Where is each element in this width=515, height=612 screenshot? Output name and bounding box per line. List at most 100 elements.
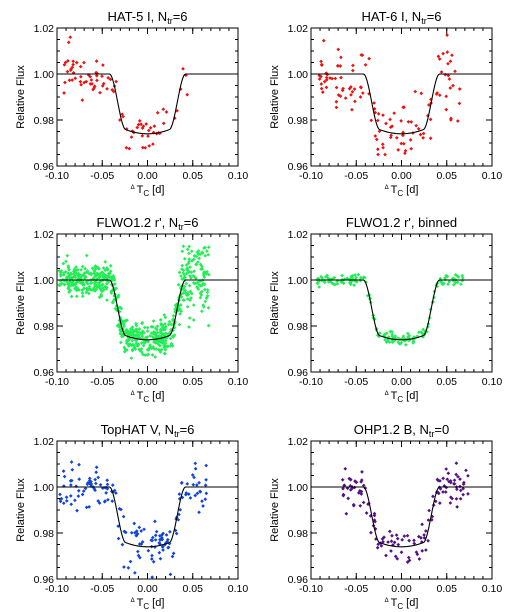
data-point (360, 470, 364, 474)
data-point (181, 271, 186, 275)
data-point (185, 271, 189, 276)
data-point (150, 575, 155, 579)
data-point (132, 345, 137, 350)
y-tick-label: 0.98 (34, 528, 55, 540)
data-point (64, 259, 68, 264)
data-point (182, 289, 187, 293)
y-tick-label: 0.96 (288, 161, 309, 173)
data-point (352, 283, 356, 287)
data-point (135, 330, 139, 335)
data-point (457, 87, 462, 91)
data-point (182, 298, 186, 303)
data-point (353, 273, 357, 277)
data-point (75, 508, 79, 513)
data-point (103, 268, 107, 273)
data-point (98, 482, 103, 487)
data-point (348, 477, 353, 482)
data-point (196, 260, 200, 264)
y-axis-label: Relative Flux (269, 271, 281, 335)
data-point (200, 499, 204, 504)
data-point (62, 91, 66, 95)
data-point (151, 331, 156, 336)
data-point (189, 296, 193, 300)
data-point (62, 282, 67, 287)
data-point (424, 548, 428, 552)
data-point (155, 330, 160, 335)
data-point (153, 533, 158, 538)
data-point (88, 82, 93, 86)
data-point (342, 483, 347, 488)
data-point (134, 327, 139, 332)
x-tick-label: -0.05 (344, 170, 368, 182)
data-point (422, 533, 426, 537)
data-point (68, 494, 73, 498)
data-point (341, 486, 345, 491)
data-point (359, 478, 364, 482)
data-point (110, 483, 115, 487)
data-point (62, 474, 67, 479)
data-point (135, 125, 140, 130)
data-point (394, 136, 399, 140)
data-point (150, 557, 154, 561)
x-tick-label: 0.00 (391, 583, 412, 595)
x-tick-label: 0.10 (482, 170, 503, 182)
data-point (420, 522, 424, 527)
data-point (173, 303, 178, 308)
data-point (127, 344, 131, 348)
data-point (150, 353, 155, 357)
panel-1: -0.10 -0.05 0.00 0.05 0.10 0.96 0.98 1.00 1.02 HA… (15, 9, 248, 198)
data-points (340, 461, 470, 564)
data-point (177, 322, 182, 327)
x-tick-label: 0.05 (437, 583, 458, 595)
y-axis-label: Relative Flux (15, 65, 27, 129)
data-point (133, 570, 137, 575)
data-point (454, 461, 459, 466)
data-point (87, 476, 92, 481)
data-point (184, 281, 189, 286)
data-point (416, 126, 421, 131)
data-point (148, 125, 153, 130)
data-point (82, 60, 86, 65)
data-point (405, 533, 410, 538)
data-point (70, 467, 75, 472)
data-point (421, 131, 426, 136)
data-point (94, 73, 99, 78)
data-point (444, 467, 449, 471)
data-point (75, 272, 79, 276)
data-point (130, 348, 135, 353)
x-tick-label: 0.00 (137, 170, 158, 182)
data-point (349, 92, 353, 97)
data-point (358, 85, 363, 89)
data-point (455, 280, 460, 285)
data-point (396, 542, 401, 547)
data-point (374, 137, 379, 142)
data-point (199, 267, 203, 271)
data-point (62, 62, 67, 67)
data-point (338, 64, 343, 68)
data-point (130, 342, 135, 347)
data-point (158, 343, 162, 348)
data-point (399, 550, 404, 555)
data-point (196, 252, 201, 257)
data-point (82, 282, 86, 287)
data-point (150, 538, 155, 543)
y-tick-label: 0.98 (288, 528, 309, 540)
y-tick-label: 0.96 (34, 574, 55, 586)
data-point (80, 294, 85, 299)
y-tick-label: 1.00 (288, 482, 309, 494)
data-point (104, 287, 109, 291)
data-point (122, 324, 126, 328)
data-point (420, 549, 425, 553)
data-point (140, 334, 145, 338)
model-curve (57, 486, 238, 548)
data-point (454, 496, 459, 501)
data-point (367, 56, 371, 61)
x-tick-label: 0.00 (137, 376, 158, 388)
data-point (376, 152, 380, 157)
data-point (140, 321, 144, 326)
x-tick-label: -0.10 (45, 583, 69, 595)
data-point (180, 277, 184, 281)
data-point (369, 530, 373, 535)
data-point (76, 494, 81, 498)
data-point (179, 309, 184, 314)
